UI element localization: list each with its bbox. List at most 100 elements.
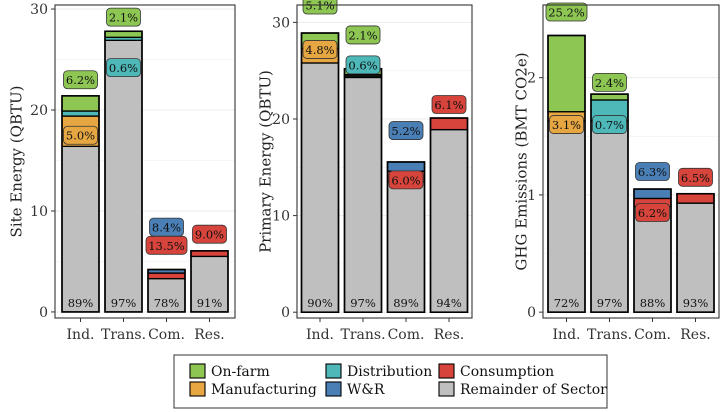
data-label: 2.4%	[595, 76, 624, 90]
bar-segment-remainder	[61, 145, 100, 313]
data-label-box	[678, 167, 713, 187]
panel-2: 90% 4.8% 5.1% 97% 0.6% 2.1% 89% 6.0% 5.2% 94% 6.1%…	[256, 0, 473, 343]
data-label: 90%	[307, 296, 333, 310]
y-tick-label: 20	[272, 112, 290, 128]
data-label: 2.1%	[348, 28, 377, 42]
data-label: 78%	[154, 296, 180, 310]
data-label-box	[302, 40, 338, 59]
bar-segment-on_farm	[61, 95, 100, 112]
y-tick-label: 10	[30, 204, 48, 220]
bar-trans: 97% 0.6% 2.1%	[104, 7, 143, 313]
bar-segment-remainder	[429, 128, 469, 313]
y-axis-title: Site Energy (QBTU)	[7, 86, 25, 238]
data-label: 89%	[393, 296, 419, 310]
data-label-box	[592, 115, 627, 134]
y-tick-label: 0	[39, 305, 48, 321]
bar-segment-distribution	[61, 110, 100, 117]
bar-segment-remainder	[343, 76, 383, 313]
bar-com: 89% 6.0% 5.2%	[386, 121, 426, 314]
x-tick-label: Com.	[388, 327, 425, 343]
x-tick-label: Trans.	[587, 327, 632, 343]
bar-segment-remainder	[190, 255, 229, 313]
legend-swatch-wr	[325, 381, 342, 397]
data-label: 3.1%	[552, 118, 581, 132]
bar-res: 93% 6.5%	[676, 167, 715, 313]
bar-segment-consumption	[429, 117, 469, 131]
bar-outline	[386, 161, 426, 314]
data-label: 13.5%	[148, 239, 185, 253]
panel-border	[296, 4, 473, 319]
data-label: 97%	[350, 296, 376, 310]
bar-segment-wr	[633, 188, 672, 200]
panel-1: 89% 5.0% 6.2% 97% 0.6% 2.1% 78% 13.5% 8.4% 91% 9.0…	[7, 2, 236, 343]
bar-res: 91% 9.0%	[190, 224, 229, 313]
bar-ind: 90% 4.8% 5.1%	[300, 0, 340, 314]
bar-ind: 72% 3.1% 25.2%	[545, 2, 588, 313]
x-tick-label: Com.	[634, 327, 671, 343]
legend-label-remainder: Remainder of Sector	[460, 382, 607, 398]
y-tick-label: 10	[272, 209, 290, 225]
bar-trans: 97% 0.6% 2.1%	[343, 25, 383, 314]
y-axis-title: Primary Energy (QBTU)	[256, 70, 274, 253]
y-tick-label: 2	[527, 71, 536, 87]
x-tick-label: Ind.	[553, 327, 581, 343]
data-label: 72%	[554, 296, 580, 310]
data-label-box	[106, 58, 141, 77]
bar-segment-consumption	[190, 250, 229, 258]
bar-outline	[190, 250, 229, 313]
data-label-box	[545, 2, 588, 22]
data-label: 9.0%	[195, 228, 224, 242]
data-label: 5.0%	[66, 129, 95, 143]
data-label-box	[549, 115, 584, 134]
data-label: 94%	[436, 296, 462, 310]
data-label: 5.1%	[305, 0, 334, 13]
data-label: 6.3%	[638, 165, 667, 179]
data-label: 91%	[197, 296, 223, 310]
data-label: 89%	[68, 296, 94, 310]
x-tick-label: Trans.	[340, 327, 385, 343]
data-label: 5.2%	[391, 124, 420, 138]
bar-segment-remainder	[590, 120, 629, 313]
data-label: 97%	[597, 296, 623, 310]
data-label: 6.1%	[434, 98, 463, 112]
data-label-box	[345, 25, 381, 45]
legend-label-distribution: Distribution	[347, 364, 432, 380]
panel-border	[54, 4, 236, 319]
bar-segment-remainder	[104, 39, 143, 313]
legend-label-manufacturing: Manufacturing	[211, 382, 317, 398]
y-tick-label: 1	[527, 188, 536, 204]
bar-outline	[547, 34, 586, 313]
bar-segment-on_farm	[590, 93, 629, 101]
bar-outline	[61, 95, 100, 313]
bar-res: 94% 6.1%	[429, 95, 469, 314]
legend: On-farm Manufacturing Distribution W&R Consu…	[173, 354, 608, 409]
data-label-box	[345, 55, 381, 75]
y-tick-label: 0	[281, 305, 290, 321]
bar-outline	[300, 32, 340, 314]
bar-segment-remainder	[300, 62, 340, 313]
data-label: 2.1%	[109, 11, 138, 25]
panel-3: 72% 3.1% 25.2% 97% 0.7% 2.4% 88% 6.2% 6.3% 93% 6.5…	[512, 2, 720, 343]
data-label: 25.2%	[548, 6, 585, 20]
legend-swatch-distribution	[325, 363, 342, 379]
legend-label-consumption: Consumption	[460, 364, 554, 380]
data-label: 0.6%	[348, 58, 377, 72]
bar-outline	[633, 188, 672, 313]
y-tick-label: 20	[30, 103, 48, 119]
legend-swatch-remainder	[438, 381, 455, 397]
data-label: 0.6%	[109, 61, 138, 75]
data-label-box	[63, 125, 98, 145]
bar-segment-remainder	[676, 202, 715, 313]
data-label-box	[388, 121, 424, 140]
bar-outline	[590, 93, 629, 313]
data-label: 0.7%	[595, 118, 624, 132]
data-label: 93%	[683, 296, 709, 310]
legend-label-wr: W&R	[347, 382, 385, 398]
bar-segment-remainder	[386, 181, 426, 313]
x-tick-label: Trans.	[101, 327, 146, 343]
bar-outline	[676, 192, 715, 313]
data-label: 8.4%	[152, 221, 181, 235]
data-label-box	[635, 203, 670, 222]
bar-outline	[429, 117, 469, 314]
data-label-box	[63, 70, 98, 90]
